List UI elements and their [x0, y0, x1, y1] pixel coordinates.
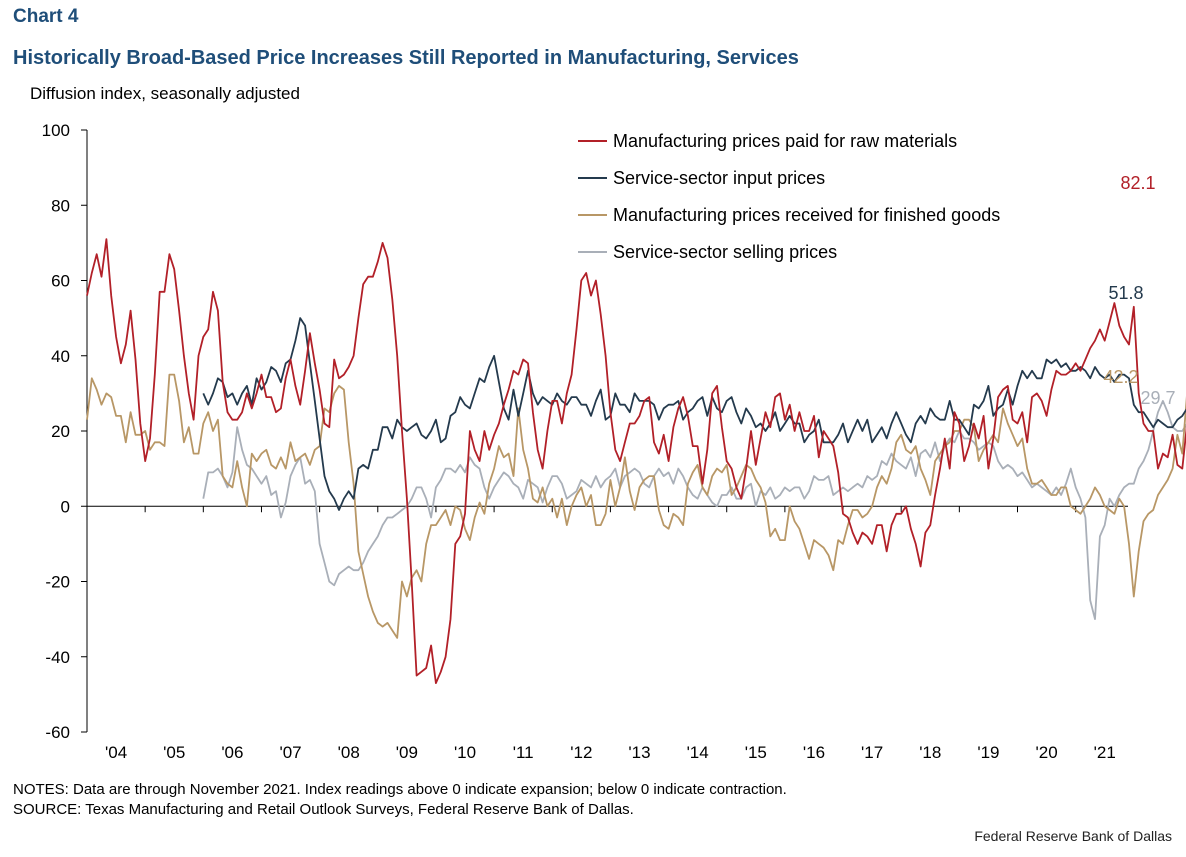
- y-tick-label: 80: [51, 196, 70, 215]
- x-tick-label: '07: [279, 743, 301, 762]
- y-tick-label: 0: [61, 497, 70, 516]
- x-tick-label: '06: [221, 743, 243, 762]
- end-value-label-4: 29.7: [1140, 388, 1175, 408]
- series-line-3: [86, 373, 1186, 639]
- x-tick-label: '13: [628, 743, 650, 762]
- chart-legend: Manufacturing prices paid for raw materi…: [578, 131, 1000, 262]
- chart-notes: NOTES: Data are through November 2021. I…: [13, 780, 787, 820]
- end-value-label-3: 42.2: [1103, 367, 1138, 387]
- x-tick-label: '14: [687, 743, 709, 762]
- x-tick-label: '10: [454, 743, 476, 762]
- source-text: SOURCE: Texas Manufacturing and Retail O…: [13, 801, 634, 818]
- y-tick-label: 100: [42, 121, 70, 140]
- legend-label-3: Manufacturing prices received for finish…: [613, 205, 1000, 225]
- x-tick-label: '19: [977, 743, 999, 762]
- end-value-labels: 82.1 51.8 42.229.7: [1103, 173, 1175, 408]
- legend-label-2: Service-sector input prices: [613, 168, 825, 188]
- y-axis-unit-label: Diffusion index, seasonally adjusted: [30, 84, 300, 103]
- x-tick-label: '21: [1094, 743, 1116, 762]
- series-line-4: [202, 399, 1186, 620]
- x-tick-label: '09: [396, 743, 418, 762]
- series-lines: [86, 238, 1186, 684]
- legend-label-4: Service-sector selling prices: [613, 242, 837, 262]
- y-tick-label: 40: [51, 347, 70, 366]
- end-value-label-2: 51.8: [1108, 283, 1143, 303]
- end-value-label-1: 82.1: [1120, 173, 1155, 193]
- x-tick-label: '11: [513, 743, 534, 762]
- series-line-1: [86, 238, 1186, 684]
- y-tick-label: -20: [45, 573, 70, 592]
- x-tick-label: '05: [163, 743, 185, 762]
- x-tick-label: '04: [105, 743, 127, 762]
- notes-text: NOTES: Data are through November 2021. I…: [13, 781, 787, 798]
- x-tick-label: '12: [570, 743, 592, 762]
- x-tick-label: '15: [745, 743, 767, 762]
- y-tick-label: 20: [51, 422, 70, 441]
- x-tick-label: '18: [919, 743, 941, 762]
- series-line-2: [202, 317, 1186, 511]
- credit-text: Federal Reserve Bank of Dallas: [974, 828, 1172, 844]
- y-tick-label: 60: [51, 272, 70, 291]
- chart-title: Historically Broad-Based Price Increases…: [13, 47, 799, 69]
- x-tick-label: '20: [1036, 743, 1058, 762]
- x-tick-label: '16: [803, 743, 825, 762]
- y-tick-label: -40: [45, 648, 70, 667]
- x-tick-label: '17: [861, 743, 883, 762]
- x-tick-label: '08: [338, 743, 360, 762]
- chart-number: Chart 4: [13, 6, 79, 27]
- legend-label-1: Manufacturing prices paid for raw materi…: [613, 131, 957, 151]
- y-tick-label: -60: [45, 723, 70, 742]
- chart-axes: -60 -40 -20 0 20 40 60 80 100 '04 '05 '06 '07 '08 '09 '…: [42, 121, 1128, 762]
